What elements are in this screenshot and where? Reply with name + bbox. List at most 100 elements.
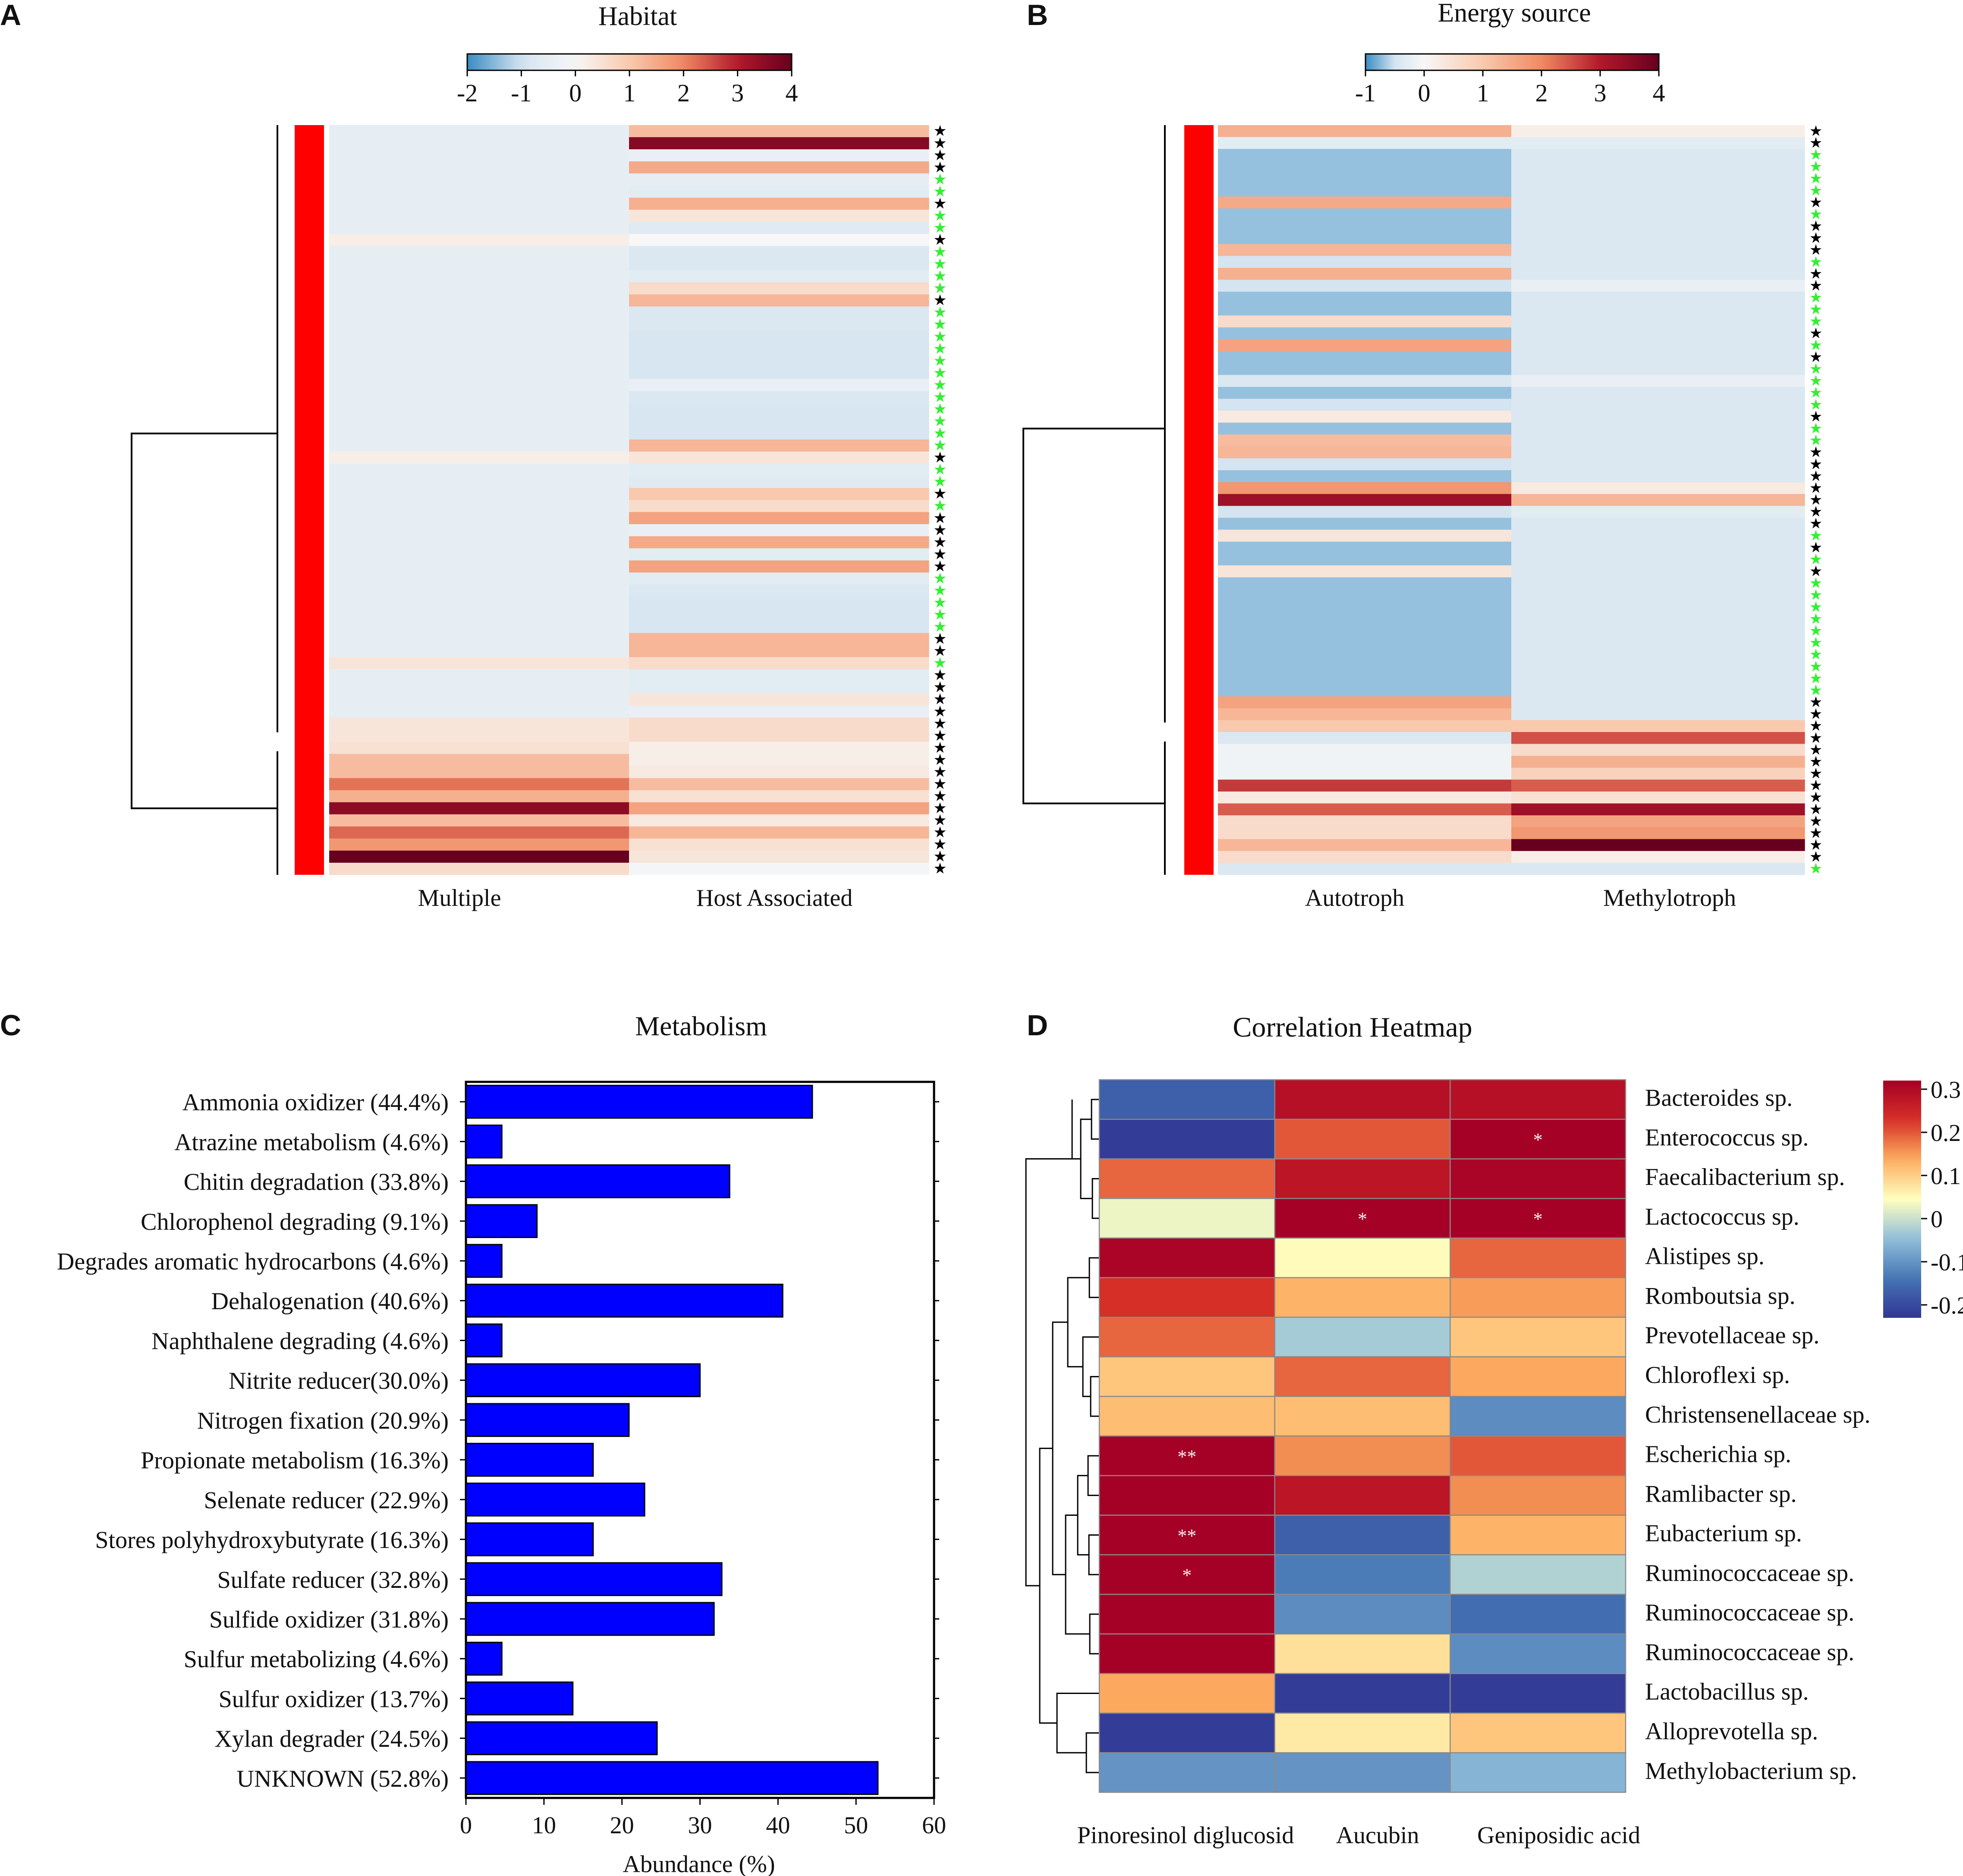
significance-star: ★ (933, 159, 947, 176)
colorbar-tick-label: 0.3 (1931, 1077, 1961, 1103)
corr-cell (1274, 1713, 1451, 1753)
heat-cell (1218, 196, 1512, 209)
heat-cell (329, 488, 629, 500)
significance-star: ★ (1809, 540, 1822, 556)
significance-star: ★ (1809, 159, 1822, 175)
significance-star: ★ (1809, 742, 1822, 758)
heat-cell (1218, 518, 1512, 530)
significance-star: ★ (1809, 826, 1822, 842)
x-tick-label: 60 (922, 1812, 946, 1839)
x-tick-label: 50 (844, 1812, 868, 1839)
heat-cell (329, 693, 629, 706)
heat-cell (329, 427, 629, 440)
heat-cell (1511, 541, 1805, 554)
significance-star: ★ (1809, 754, 1822, 770)
heat-cell (329, 294, 629, 307)
panel-c-bars: Ammonia oxidizer (44.4%) Atrazine metabol… (57, 1084, 939, 1795)
category-label: Degrades aromatic hydrocarbons (4.6%) (57, 1248, 449, 1275)
corr-cell (1098, 1158, 1275, 1199)
heat-cell (629, 330, 929, 343)
row-label: Alloprevotella sp. (1645, 1718, 1818, 1745)
corr-cell (1098, 1633, 1275, 1674)
panel-b-heat-cells (1218, 125, 1805, 875)
significance-star: ★ (1809, 861, 1822, 877)
panel-d-heat-cells: ** ****** (1098, 1079, 1626, 1793)
significance-star: ★ (933, 340, 947, 357)
significance-star: ★ (933, 473, 947, 490)
heat-cell (1511, 149, 1805, 161)
significance-star: ★ (933, 292, 947, 309)
heat-cell (329, 282, 629, 295)
heat-cell (629, 415, 929, 428)
heat-cell (629, 657, 929, 669)
significance-star: ★ (1809, 349, 1822, 365)
heat-cell (1511, 411, 1805, 423)
corr-cell (1274, 1673, 1451, 1714)
heat-cell (629, 355, 929, 368)
bar (465, 1363, 701, 1397)
heat-cell (1218, 648, 1512, 661)
heat-cell (1511, 577, 1805, 590)
corr-cell (1098, 1673, 1275, 1714)
significance-star: ★ (1809, 635, 1822, 651)
significance-star: ★ (1809, 123, 1822, 139)
x-tick-label: 20 (610, 1812, 634, 1839)
heat-cell (1511, 827, 1805, 839)
heat-cell (1218, 470, 1512, 483)
bar (465, 1204, 538, 1238)
colorbar-tick-label: 2 (677, 79, 690, 107)
heat-cell (629, 451, 929, 464)
significance-star: ★ (1809, 564, 1822, 580)
heat-cell (1218, 779, 1512, 792)
significance-star: ★ (1809, 671, 1822, 687)
significance-star: ★ (933, 389, 947, 405)
colorbar-tick-label: 3 (731, 79, 744, 107)
heat-cell (329, 609, 629, 621)
heat-cell (629, 742, 929, 754)
corr-cell (1274, 1079, 1451, 1120)
heat-cell (329, 850, 629, 863)
heat-cell (329, 258, 629, 270)
heat-cell (329, 234, 629, 246)
heat-cell (1511, 601, 1805, 613)
bar (465, 1641, 503, 1676)
panel-d-title: Correlation Heatmap (1233, 1012, 1472, 1043)
significance-star: ★ (1809, 694, 1822, 710)
heat-cell (1218, 375, 1512, 387)
heat-cell (1511, 256, 1805, 268)
heat-cell (329, 621, 629, 633)
x-tick-label: 0 (460, 1812, 472, 1839)
heat-cell (629, 681, 929, 694)
heat-cell (1511, 327, 1805, 340)
corr-cell (1450, 1198, 1626, 1239)
significance-star: ★ (1809, 623, 1822, 639)
heat-cell (1511, 779, 1805, 792)
significance-star: ★ (1809, 195, 1822, 211)
heat-cell (1218, 125, 1512, 138)
row-label: Romboutsia sp. (1645, 1283, 1795, 1310)
panel-b-cluster-bar (1184, 125, 1214, 875)
corr-cell (1274, 1395, 1451, 1437)
heat-cell (1511, 399, 1805, 411)
heat-cell (1511, 315, 1805, 328)
heat-cell (329, 198, 629, 210)
corr-cell (1274, 1356, 1451, 1397)
significance-star: ★ (933, 594, 947, 611)
heat-cell (1218, 660, 1512, 673)
heat-cell (1218, 339, 1512, 352)
heat-cell (329, 536, 629, 549)
corr-cell (1450, 1435, 1626, 1477)
significance-star: ★ (933, 836, 947, 853)
heat-cell (1511, 744, 1805, 756)
corr-cell (1274, 1435, 1451, 1477)
heat-cell (1511, 292, 1805, 304)
significance-star: ★ (1809, 837, 1822, 853)
category-label: Nitrite reducer(30.0%) (229, 1368, 449, 1395)
heat-cell (329, 210, 629, 222)
heat-cell (1218, 387, 1512, 399)
row-label: Eubacterium sp. (1645, 1520, 1802, 1547)
significance-star: ★ (1809, 445, 1822, 461)
panel-b-energy-heatmap: B Energy source -1 0 1 2 3 4 ★★★★★★★★★★★★★★★★… (1022, 0, 1822, 911)
heat-cell (1511, 863, 1805, 875)
heat-cell (629, 210, 929, 222)
